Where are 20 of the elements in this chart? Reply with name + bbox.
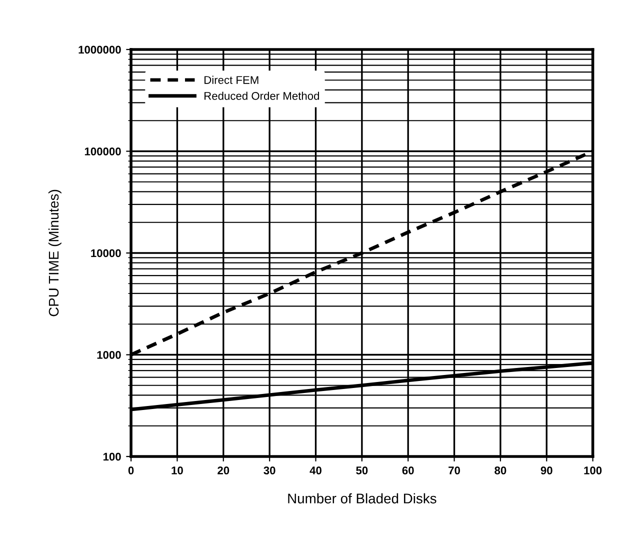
legend-label: Reduced Order Method — [204, 92, 320, 100]
y-tick-label: 1000 — [97, 351, 121, 359]
x-tick-label: 50 — [356, 466, 368, 474]
x-tick-label: 60 — [402, 466, 414, 474]
y-axis-title: CPU TIME (Minutes) — [48, 190, 62, 316]
legend-label: Direct FEM — [204, 76, 258, 84]
x-tick-label: 20 — [218, 466, 230, 474]
x-tick-label: 70 — [448, 466, 460, 474]
y-tick-label: 10000 — [91, 249, 121, 258]
y-tick-label: 1000000 — [78, 46, 121, 54]
x-tick-label: 30 — [264, 466, 276, 474]
x-tick-label: 80 — [494, 466, 506, 474]
x-tick-label: 40 — [310, 466, 322, 474]
x-tick-label: 0 — [128, 466, 134, 474]
y-tick-label: 100000 — [84, 148, 121, 156]
y-tick-label: 100 — [103, 452, 121, 461]
x-tick-label: 10 — [172, 466, 183, 474]
x-axis-title: Number of Bladed Disks — [288, 493, 436, 504]
x-tick-label: 100 — [584, 466, 602, 474]
x-tick-label: 90 — [540, 466, 552, 474]
